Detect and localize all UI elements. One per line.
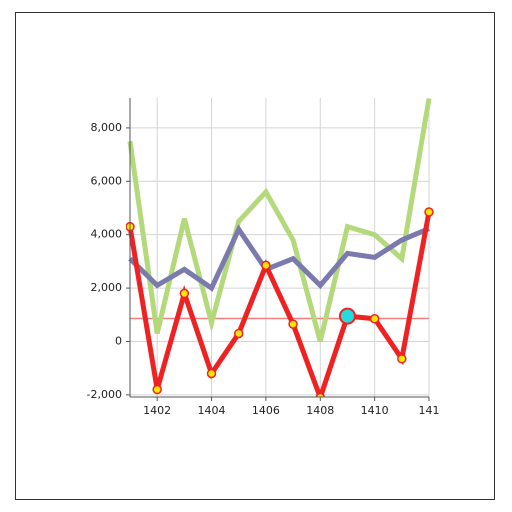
y-tick-label: 4,000 bbox=[91, 228, 123, 241]
axes: -2,000 0 2,000 4,000 6,000 8,000 1402 1404 1406 1… bbox=[87, 98, 440, 417]
y-tick-label: 0 bbox=[115, 334, 122, 347]
point bbox=[397, 354, 407, 364]
point bbox=[233, 328, 244, 339]
grid bbox=[130, 98, 430, 397]
point bbox=[179, 288, 190, 299]
y-tick-label: 6,000 bbox=[91, 174, 123, 187]
y-tick-label: -2,000 bbox=[87, 388, 122, 401]
series-line bbox=[127, 98, 432, 343]
x-tick-label: 1410 bbox=[361, 404, 389, 417]
point bbox=[261, 260, 271, 271]
point bbox=[424, 207, 434, 217]
point bbox=[206, 368, 217, 379]
point bbox=[288, 319, 298, 329]
series-line bbox=[127, 211, 432, 397]
x-tick-label: 1406 bbox=[252, 404, 280, 417]
y-tick-label: 2,000 bbox=[91, 281, 123, 294]
highlighted-point bbox=[338, 307, 356, 325]
x-tick-label: 1408 bbox=[306, 404, 334, 417]
point bbox=[315, 392, 325, 397]
point bbox=[369, 314, 380, 324]
x-tick-label: 1402 bbox=[143, 404, 171, 417]
x-tick-label: 1404 bbox=[198, 404, 226, 417]
point bbox=[152, 384, 162, 395]
x-tick-label: 141 bbox=[419, 404, 440, 417]
y-tick-label: 8,000 bbox=[91, 121, 123, 134]
series-line bbox=[128, 224, 430, 292]
